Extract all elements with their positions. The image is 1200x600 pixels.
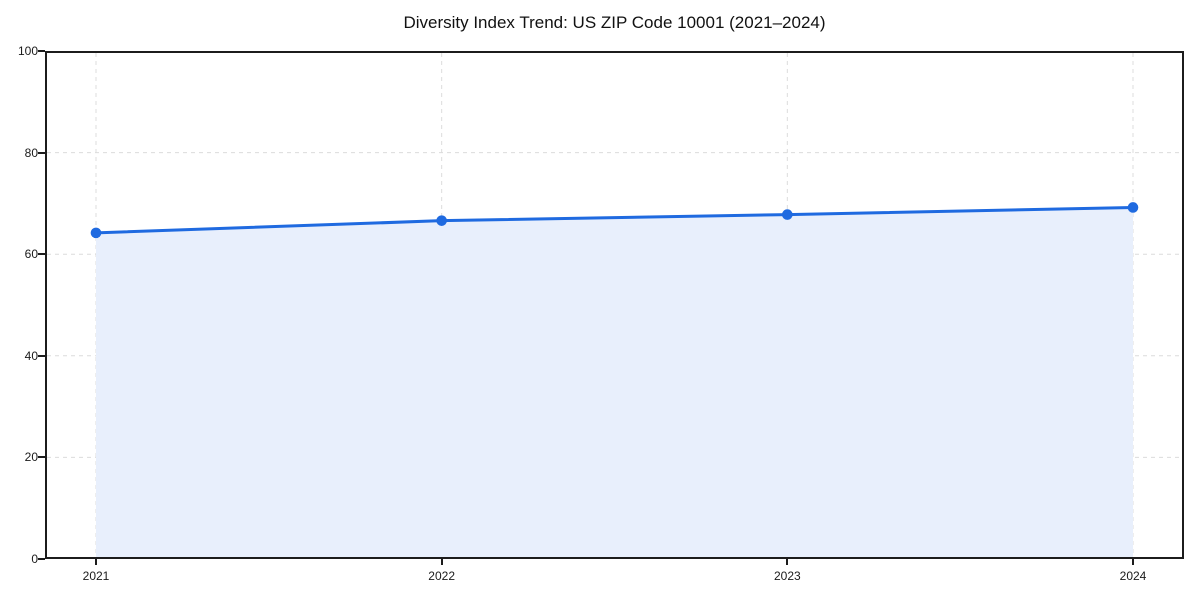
x-axis-tick-label: 2023	[773, 569, 801, 583]
y-tick-mark	[38, 151, 45, 154]
plot-area	[45, 51, 1184, 559]
y-tick-mark	[38, 558, 45, 560]
area-fill	[96, 207, 1133, 558]
y-axis-tick-label: 100	[17, 44, 38, 58]
x-tick-mark	[95, 559, 97, 565]
y-axis-tick-label: 40	[24, 348, 38, 363]
plot-border	[45, 51, 1184, 559]
data-point-marker	[436, 215, 447, 226]
y-axis-tick-label: 20	[24, 450, 38, 465]
y-tick-mark	[38, 50, 45, 52]
x-tick-mark	[1132, 559, 1134, 565]
data-point-marker	[1127, 202, 1139, 213]
y-tick-mark	[38, 456, 45, 459]
x-axis-tick-label: 2021	[82, 569, 110, 583]
x-axis-tick-label: 2024	[1119, 569, 1147, 583]
x-axis-tick-label: 2022	[428, 569, 455, 583]
x-tick-mark	[786, 559, 789, 565]
x-tick-mark	[440, 559, 443, 565]
y-axis-tick-label: 80	[24, 145, 38, 160]
y-tick-mark	[38, 253, 45, 256]
plot-svg	[45, 51, 1184, 559]
y-axis-tick-label: 0	[31, 552, 38, 566]
chart-title: Diversity Index Trend: US ZIP Code 10001…	[403, 13, 826, 32]
data-point-marker	[782, 209, 793, 220]
data-point-marker	[90, 227, 102, 239]
trend-line	[94, 205, 1135, 235]
y-axis-tick-label: 60	[24, 247, 38, 262]
y-tick-mark	[38, 354, 45, 357]
